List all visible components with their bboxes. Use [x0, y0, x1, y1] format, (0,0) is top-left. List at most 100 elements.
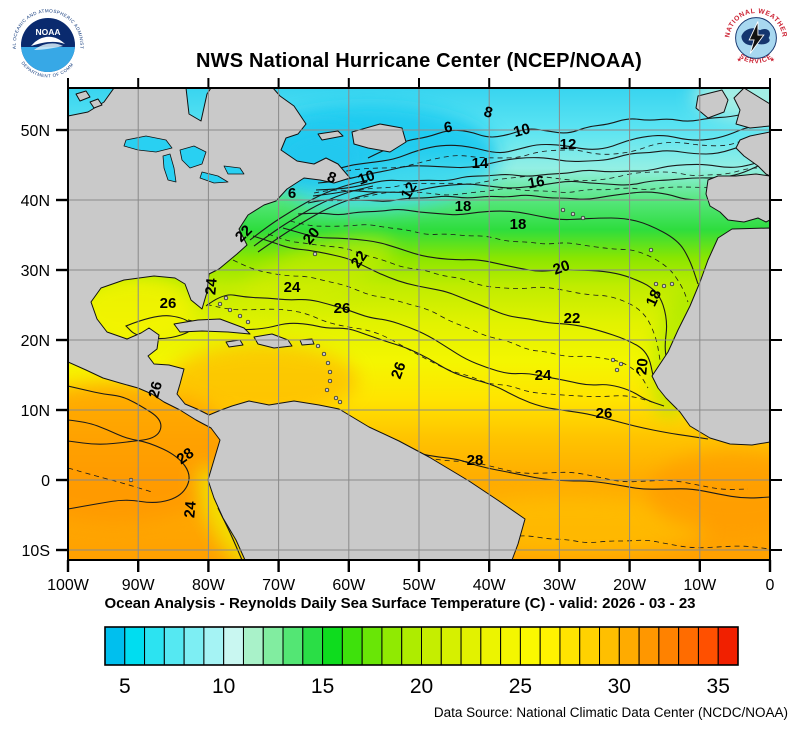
colorbar-cell [579, 626, 601, 666]
land-polygon [695, 89, 729, 119]
isotherm-label: 24 [535, 367, 552, 384]
nws-lightning-icon [748, 21, 765, 54]
great-lake [179, 145, 207, 169]
isotherm-label: 22 [564, 310, 581, 327]
colorbar-cell [401, 626, 422, 666]
lon-axis-label: 60W [332, 577, 366, 594]
temperature-colorbar: 5 10 15 20 25 30 35 [104, 626, 739, 698]
colorbar-cell [322, 626, 343, 666]
isotherm-label: 26 [596, 405, 613, 422]
lon-axis-label: 90W [122, 577, 156, 594]
isotherm-line [367, 105, 770, 159]
isotherm-line [367, 519, 770, 550]
great-lake [123, 135, 173, 153]
noaa-gull-icon [31, 36, 65, 46]
colorbar-cell [361, 626, 383, 666]
lat-axis-label: 30N [21, 263, 50, 280]
colorbar-cell [163, 626, 185, 666]
colorbar-cell [203, 626, 225, 666]
isotherm-label: 28 [467, 452, 484, 469]
colorbar-tick-label: 5 [119, 675, 131, 698]
isotherm-line [297, 209, 699, 285]
colorbar-tick-label: 25 [509, 675, 532, 698]
colorbar-cell [460, 626, 482, 666]
colorbar-cell [144, 626, 165, 666]
map-axes: 100W 90W 80W 70W 60W 50W 40W 30W 20W 10W 0 50N 40N 30… [21, 78, 782, 594]
isotherm-label: 18 [510, 216, 527, 233]
lon-axis-label: 10W [683, 577, 717, 594]
isotherm-line [197, 301, 653, 403]
isotherm-line [307, 191, 706, 204]
isotherm-label: 6 [443, 118, 454, 136]
land-polygon [68, 88, 526, 560]
colorbar-cell [678, 626, 699, 666]
data-source-note: Data Source: National Climatic Data Cent… [433, 705, 788, 720]
colorbar-cell [717, 626, 739, 666]
isotherm-label: 12 [560, 136, 577, 153]
land-polygon [89, 98, 103, 109]
lon-axis-label: 40W [473, 577, 507, 594]
colorbar-tick-label: 10 [212, 675, 235, 698]
colorbar-cell [658, 626, 680, 666]
colorbar-cell [618, 626, 640, 666]
colorbar-tick-label: 35 [707, 675, 730, 698]
lon-axis-label: 80W [192, 577, 226, 594]
colorbar-cell [262, 626, 284, 666]
nws-logo: NATIONAL WEATHER SERVICE ★ ★ [722, 4, 790, 72]
isotherm-line [68, 385, 162, 445]
isotherm-line [187, 319, 709, 440]
colorbar-cell [697, 626, 719, 666]
noaa-logo: NATIONAL OCEANIC AND ATMOSPHERIC ADMINIS… [8, 5, 88, 85]
colorbar-cell [223, 626, 244, 666]
isotherm-label: 18 [643, 287, 665, 309]
lon-axis-label: 100W [47, 577, 90, 594]
great-lake [223, 165, 245, 175]
isotherm-label: 10 [356, 167, 377, 189]
land-polygon [733, 88, 770, 129]
colorbar-cell [302, 626, 324, 666]
isotherm-label: 20 [551, 257, 572, 279]
lat-axis-label: 10N [21, 403, 50, 420]
isotherm-label: 26 [145, 380, 166, 401]
isotherm-label: 26 [388, 360, 410, 381]
isotherm-line [315, 157, 770, 191]
lat-axis-label: 50N [21, 123, 50, 140]
isotherm-label: 16 [527, 173, 546, 193]
isotherm-line [232, 259, 649, 389]
colorbar-cell [421, 626, 442, 666]
colorbar-cell [381, 626, 403, 666]
colorbar-cell [183, 626, 205, 666]
colorbar-cell [242, 626, 264, 666]
isotherm-line [249, 179, 369, 241]
land-polygon [735, 131, 770, 177]
colorbar-cell [480, 626, 502, 666]
great-lake [162, 153, 177, 183]
isotherm-label: 24 [284, 279, 301, 296]
lon-axis-label: 30W [543, 577, 577, 594]
lon-axis-label: 20W [613, 577, 647, 594]
nws-star-icon: ★ [737, 56, 742, 63]
land-polygon [351, 123, 407, 153]
land-polygon [651, 227, 770, 446]
colorbar-cell [559, 626, 581, 666]
isotherm-label: 28 [174, 445, 197, 468]
land-polygon [225, 339, 244, 348]
colorbar-cell [539, 626, 561, 666]
isotherm-label: 22 [348, 248, 371, 271]
isotherm-label: 10 [512, 120, 533, 141]
lon-axis-label: 70W [262, 577, 296, 594]
isotherm-line [252, 235, 655, 381]
lat-axis-label: 10S [22, 543, 50, 560]
land-polygon [173, 318, 251, 335]
colorbar-cell [519, 626, 541, 666]
colorbar-tick-label: 30 [608, 675, 631, 698]
colorbar-cell [599, 626, 620, 666]
great-lake [199, 171, 229, 184]
colorbar-tick-label: 20 [410, 675, 433, 698]
isotherm-line [205, 294, 665, 407]
isotherm-line [313, 167, 770, 194]
